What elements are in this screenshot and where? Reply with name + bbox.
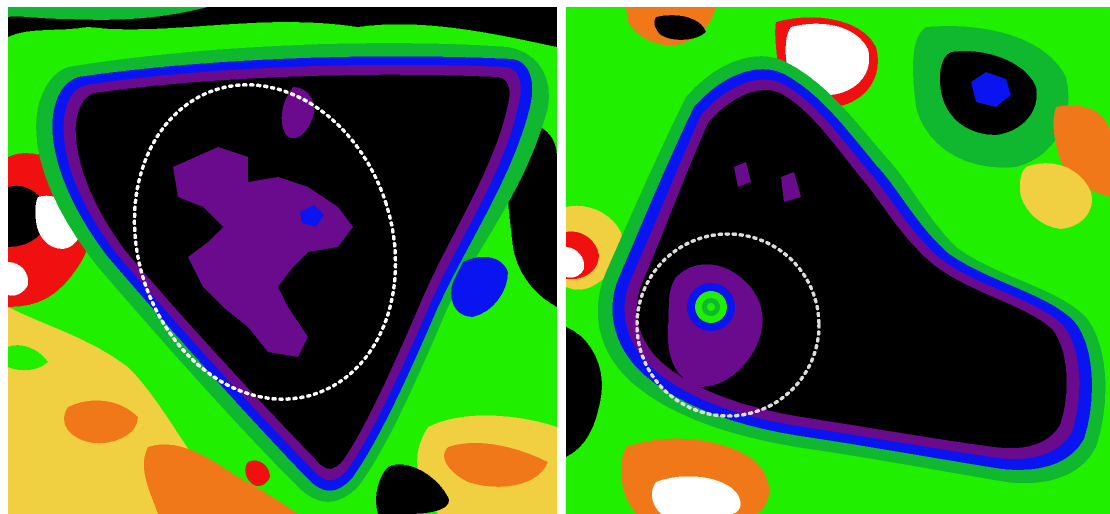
- red-spot: [245, 460, 270, 487]
- yellow-region: [1019, 163, 1092, 229]
- right-panel-image: [566, 7, 1110, 514]
- white-peak: [566, 247, 585, 278]
- roi-circle: [635, 232, 821, 418]
- green-region: [8, 345, 48, 371]
- purple-blob: [734, 162, 751, 187]
- purple-structure: [173, 147, 353, 357]
- center-spot: [707, 303, 715, 311]
- dark-green-region: [8, 7, 208, 20]
- left-panel-image: [8, 7, 557, 514]
- orange-region: [1053, 105, 1110, 197]
- black-region: [654, 15, 706, 40]
- orange-region: [64, 400, 138, 444]
- white-peak: [8, 262, 29, 296]
- yellow-region: [8, 307, 268, 514]
- white-peak: [651, 476, 741, 514]
- orange-region: [444, 442, 548, 487]
- black-region: [376, 464, 449, 514]
- blue-region: [451, 256, 508, 317]
- right-panel: [566, 7, 1110, 514]
- black-region: [566, 327, 602, 457]
- blue-spot: [300, 205, 324, 227]
- blue-spot: [971, 72, 1011, 107]
- panel-divider: [557, 0, 566, 514]
- left-panel: [8, 7, 557, 514]
- purple-blob: [781, 172, 801, 202]
- roi-ellipse: [132, 83, 398, 401]
- orange-region: [143, 444, 298, 514]
